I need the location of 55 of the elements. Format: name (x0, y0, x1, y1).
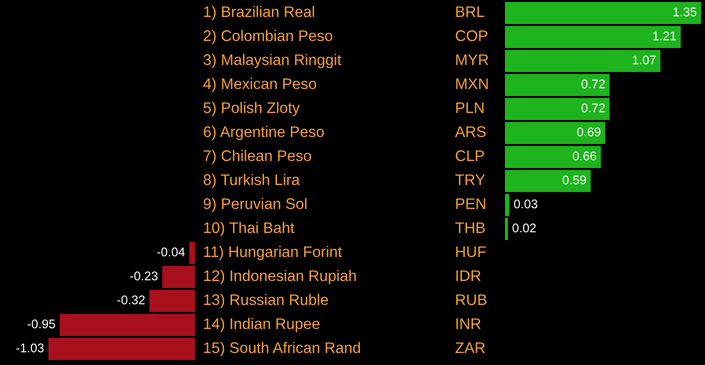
data-label: -0.95 (28, 320, 56, 328)
data-label: 0.02 (512, 224, 536, 232)
data-label: 0.59 (562, 176, 586, 184)
data-label: 1.35 (674, 8, 696, 16)
bar (505, 2, 702, 24)
y-tick-label: RUB (456, 294, 486, 306)
y-tick-label: 6) Argentine Peso (204, 126, 324, 140)
y-tick-label: 5) Polish Zloty (204, 102, 300, 116)
data-label: 0.03 (514, 200, 538, 208)
bar (505, 194, 510, 216)
y-tick-label: 4) Mexican Peso (203, 78, 316, 92)
y-tick-label: MXN (456, 78, 488, 89)
y-tick-label: BRL (456, 6, 484, 17)
y-tick-label: HUF (456, 246, 486, 258)
data-label: -0.23 (130, 272, 158, 280)
bar (505, 74, 610, 96)
data-label: 0.66 (572, 152, 596, 160)
data-label: 0.72 (582, 104, 605, 112)
y-tick-label: 9) Peruvian Sol (204, 198, 306, 212)
y-tick-label: 13) Russian Ruble (204, 294, 328, 308)
data-label: -0.04 (157, 248, 185, 256)
y-tick-label: 8) Turkish Lira (204, 174, 300, 188)
y-tick-label: 12) Indonesian Rupiah (204, 270, 356, 284)
y-tick-label: CLP (456, 150, 484, 162)
y-tick-label: 7) Chilean Peso (204, 150, 312, 164)
y-tick-label: PEN (456, 198, 486, 209)
bar (505, 146, 601, 168)
data-label: 0.69 (577, 128, 600, 136)
y-tick-label: 14) Indian Rupee (204, 318, 320, 332)
data-label: 0.72 (582, 80, 605, 88)
y-tick-label: 11) Hungarian Forint (204, 246, 342, 260)
y-tick-label: THB (455, 222, 485, 233)
bar (505, 170, 591, 192)
y-tick-label: 15) South African Rand (204, 342, 360, 356)
data-label: 1.07 (632, 56, 656, 64)
bar (505, 122, 606, 144)
y-tick-label: TRY (455, 174, 485, 185)
y-tick-label: 1) Brazilian Real (204, 6, 314, 20)
y-tick-label: 10) Thai Baht (204, 222, 294, 236)
bar (505, 26, 681, 48)
bar (505, 98, 610, 120)
y-tick-label: COP (456, 30, 488, 42)
bar (505, 50, 660, 72)
y-tick-label: ARS (455, 126, 486, 138)
y-tick-label: INR (456, 318, 481, 329)
y-tick-label: IDR (456, 270, 481, 281)
y-tick-label: MYR (456, 54, 488, 65)
y-tick-label: 3) Malaysian Ringgit (204, 54, 342, 68)
y-tick-label: ZAR (455, 342, 485, 353)
y-tick-label: 2) Colombian Peso (204, 30, 332, 44)
data-label: -1.03 (16, 344, 44, 352)
data-label: 1.21 (653, 32, 676, 40)
data-label: -0.32 (117, 296, 145, 304)
bar (505, 218, 508, 240)
y-tick-label: PLN (456, 102, 484, 113)
